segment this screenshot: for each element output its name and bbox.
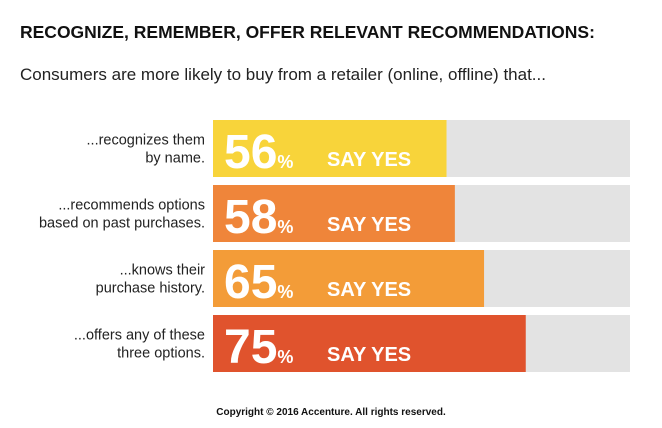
value-unit: %	[277, 282, 293, 302]
bar	[213, 120, 447, 177]
category-label: purchase history.	[96, 281, 205, 297]
category-label: ...recommends options	[58, 198, 205, 214]
value-label: 58%	[224, 191, 293, 244]
value-unit: %	[277, 347, 293, 367]
value-label: 75%	[224, 321, 293, 374]
value-number: 65	[224, 256, 277, 309]
footer: Copyright © 2016 Accenture. All rights r…	[216, 407, 446, 418]
bar-annotation: SAY YES	[327, 214, 411, 236]
bar	[213, 250, 485, 307]
chart-subtitle: Consumers are more likely to buy from a …	[20, 65, 546, 84]
bar-annotation: SAY YES	[327, 279, 411, 301]
value-unit: %	[277, 217, 293, 237]
value-number: 56	[224, 126, 277, 179]
value-unit: %	[277, 152, 293, 172]
value-label: 56%	[224, 126, 293, 179]
category-label: ...knows their	[120, 263, 206, 279]
category-label: three options.	[117, 346, 205, 362]
bar-annotation: SAY YES	[327, 344, 411, 366]
value-number: 75	[224, 321, 277, 374]
category-label: by name.	[145, 151, 205, 167]
chart-title: RECOGNIZE, REMEMBER, OFFER RELEVANT RECO…	[20, 22, 595, 42]
category-label: ...recognizes them	[87, 133, 205, 149]
category-label: ...offers any of these	[74, 328, 205, 344]
bar-annotation: SAY YES	[327, 149, 411, 171]
value-number: 58	[224, 191, 277, 244]
bar	[213, 315, 526, 372]
value-label: 65%	[224, 256, 293, 309]
bar	[213, 185, 455, 242]
category-label: based on past purchases.	[39, 216, 205, 232]
